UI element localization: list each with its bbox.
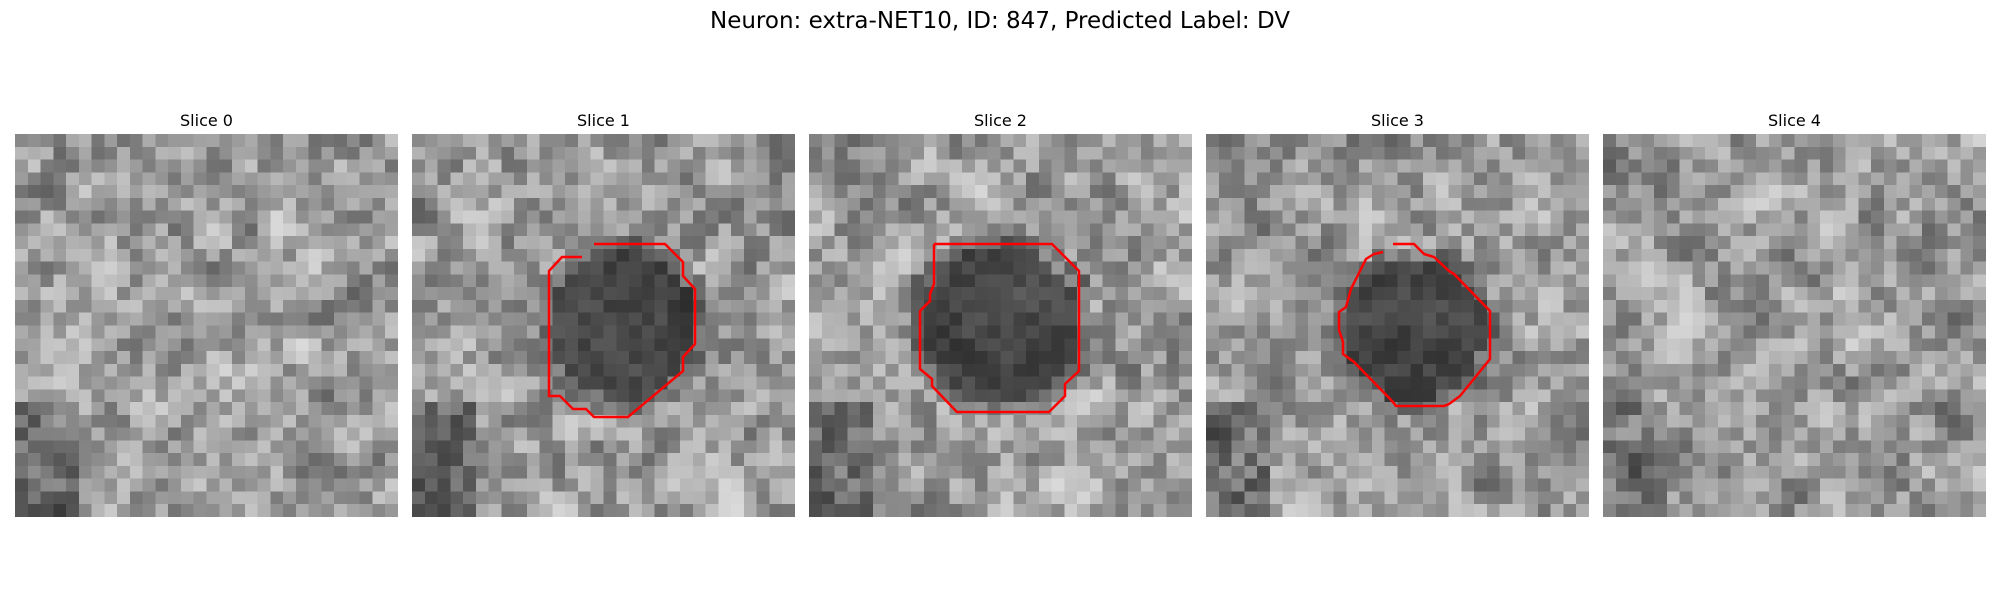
slice-image: [809, 134, 1192, 517]
slice-title: Slice 2: [974, 111, 1027, 130]
slice-image: [15, 134, 398, 517]
roi-contour-line: [547, 242, 697, 419]
slice-image: [412, 134, 795, 517]
slice-panel-1: Slice 1: [412, 110, 795, 517]
roi-contour-line: [1337, 242, 1492, 408]
slice-panel-2: Slice 2: [809, 110, 1192, 517]
slice-title: Slice 3: [1371, 111, 1424, 130]
roi-contour-line: [918, 242, 1081, 414]
slice-image: [1206, 134, 1589, 517]
roi-contour: [918, 242, 1081, 414]
slice-title: Slice 0: [180, 111, 233, 130]
figure-title: Neuron: extra-NET10, ID: 847, Predicted …: [710, 8, 1290, 34]
slice-panel-3: Slice 3: [1206, 110, 1589, 517]
roi-contour: [1337, 242, 1492, 408]
slice-title: Slice 1: [577, 111, 630, 130]
slice-panel-0: Slice 0: [15, 110, 398, 517]
slice-title: Slice 4: [1768, 111, 1821, 130]
slice-panel-4: Slice 4: [1603, 110, 1986, 517]
slice-image: [1603, 134, 1986, 517]
roi-contour: [547, 242, 697, 419]
